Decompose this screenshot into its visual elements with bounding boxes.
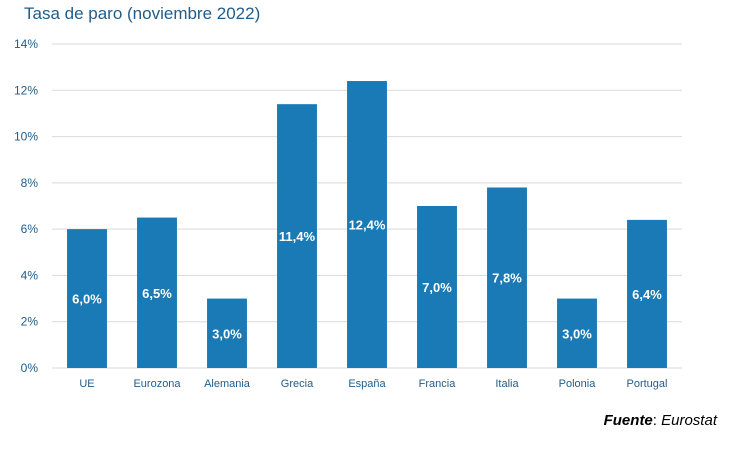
data-label: 12,4% bbox=[349, 218, 386, 233]
x-tick-label: Grecia bbox=[281, 378, 314, 390]
chart-title: Tasa de paro (noviembre 2022) bbox=[24, 4, 261, 23]
y-tick-label: 6% bbox=[21, 222, 39, 236]
source-note: Fuente: Eurostat bbox=[604, 412, 717, 429]
data-label: 3,0% bbox=[562, 326, 592, 341]
data-label: 7,0% bbox=[422, 280, 452, 295]
y-axis-ticks: 0% 2% 4% 6% 8% 10% 12% 14% bbox=[14, 37, 38, 375]
bar bbox=[417, 206, 457, 368]
source-value: Eurostat bbox=[661, 412, 717, 429]
bar bbox=[557, 298, 597, 368]
bars bbox=[67, 81, 667, 369]
bar bbox=[487, 187, 527, 368]
source-label: Fuente bbox=[603, 412, 653, 429]
data-label: 7,8% bbox=[492, 271, 522, 286]
y-tick-label: 0% bbox=[21, 361, 39, 375]
y-tick-label: 10% bbox=[14, 130, 38, 144]
x-tick-label: Polonia bbox=[559, 378, 597, 390]
x-tick-label: Francia bbox=[419, 378, 457, 390]
bar bbox=[137, 217, 177, 368]
x-tick-label: Portugal bbox=[627, 378, 668, 390]
bar bbox=[207, 298, 247, 368]
x-tick-label: Italia bbox=[495, 378, 519, 390]
data-label: 3,0% bbox=[212, 326, 242, 341]
x-axis-ticks: UE Eurozona Alemania Grecia España Francia Ita… bbox=[79, 378, 667, 390]
y-tick-label: 8% bbox=[21, 176, 39, 190]
bar bbox=[347, 81, 387, 369]
y-tick-label: 4% bbox=[21, 268, 39, 282]
data-label: 6,0% bbox=[72, 292, 102, 307]
data-label: 11,4% bbox=[279, 229, 316, 244]
bar bbox=[627, 219, 667, 368]
bar bbox=[277, 104, 317, 369]
x-tick-label: Eurozona bbox=[133, 378, 181, 390]
x-tick-label: UE bbox=[79, 378, 94, 390]
y-tick-label: 2% bbox=[21, 315, 39, 329]
source-separator: : bbox=[652, 412, 662, 429]
y-tick-label: 14% bbox=[14, 37, 38, 51]
x-tick-label: España bbox=[348, 378, 386, 390]
data-label: 6,4% bbox=[632, 287, 662, 302]
data-label: 6,5% bbox=[142, 286, 172, 301]
y-tick-label: 12% bbox=[14, 83, 38, 97]
bar bbox=[67, 229, 107, 368]
x-tick-label: Alemania bbox=[204, 378, 251, 390]
data-labels: 6,0% 6,5% 3,0% 11,4% 12,4% 7,0% 7,8% 3,0% 6,4% bbox=[72, 218, 662, 342]
